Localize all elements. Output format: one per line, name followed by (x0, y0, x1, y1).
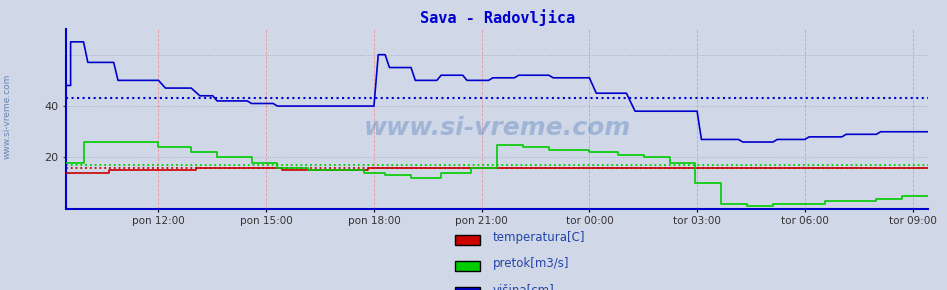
Text: www.si-vreme.com: www.si-vreme.com (3, 73, 12, 159)
Text: www.si-vreme.com: www.si-vreme.com (364, 116, 631, 140)
Text: pretok[m3/s]: pretok[m3/s] (492, 258, 569, 270)
Title: Sava - Radovljica: Sava - Radovljica (420, 10, 575, 26)
Text: višina[cm]: višina[cm] (492, 284, 554, 290)
Text: temperatura[C]: temperatura[C] (492, 231, 585, 244)
